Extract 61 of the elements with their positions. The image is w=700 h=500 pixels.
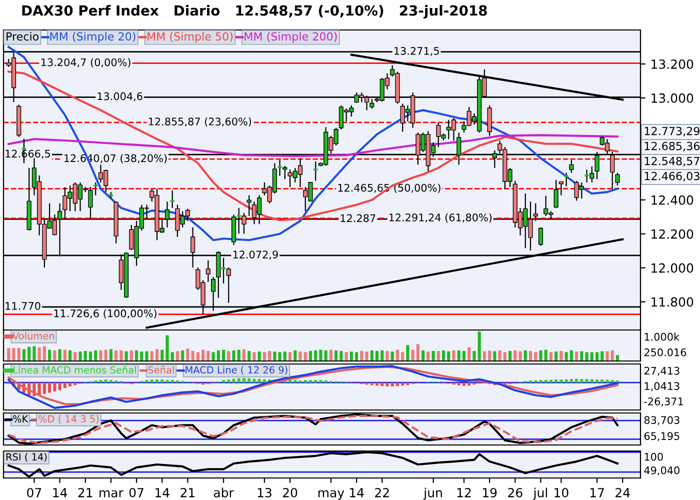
x-tick-label: 13 <box>258 488 272 498</box>
ref-line-label: 13.204,7 (0,00%) <box>41 58 130 68</box>
x-tick-label: 12 <box>457 488 471 498</box>
legend-label: %D ( 14 3 5) <box>38 415 99 424</box>
ref-line-label: 11.726,6 (100,00%) <box>54 309 156 319</box>
x-tick-label: may <box>318 490 344 500</box>
legend-title: Precio <box>6 32 39 41</box>
ref-line-label: 12.287 <box>340 214 376 222</box>
ref-line-label: 13.271,5 <box>394 46 439 56</box>
x-tick-label: 07 <box>129 488 144 498</box>
x-tick-label: 14 <box>156 488 170 498</box>
x-tick-label: 17 <box>590 488 604 498</box>
x-tick-label: 10 <box>554 488 568 498</box>
ref-line-label: 12.291,24 (61,80%) <box>389 213 492 223</box>
x-tick-label: mar <box>100 490 124 498</box>
ref-line-label: 12.072,9 <box>233 250 278 260</box>
x-tick-label: 07 <box>27 488 42 498</box>
legend-label: MM (Simple 200) <box>244 32 337 43</box>
legend-label: MM (Simple 20) <box>50 32 136 43</box>
x-tick-label: 14 <box>53 488 68 498</box>
x-tick-label: abr <box>214 488 234 498</box>
x-tick-label: jun <box>423 488 442 500</box>
x-tick-label: 19 <box>482 488 497 498</box>
legend-label: Señal <box>148 366 174 374</box>
text: 12.466,03 <box>644 172 700 182</box>
ref-line-label: 11.770 <box>6 302 40 310</box>
y-tick-label: 13.000 <box>652 93 694 103</box>
legend-label: Línea MACD menos Señal <box>13 366 136 374</box>
x-tick-label: 26 <box>508 488 522 498</box>
text: 65,195 <box>644 432 680 442</box>
text: 27,413 <box>644 366 680 376</box>
x-tick-label: 24 <box>616 488 630 498</box>
text: 250.016 <box>644 348 686 356</box>
text: 1.000k <box>644 332 680 341</box>
x-tick-label: 20 <box>282 488 298 498</box>
x-tick-label: 22 <box>375 488 389 498</box>
ref-line-label: 12.855,87 (23,60%) <box>148 117 252 127</box>
chart-title: DAX30 Perf Index Diario 12.548,57 (-0,10%) 23-jul-2018 <box>22 5 487 19</box>
text: 12.548,57 <box>644 156 700 166</box>
x-tick-label: 14 <box>350 488 364 498</box>
y-tick-label: 12.000 <box>652 263 694 273</box>
text: 100 <box>644 452 663 461</box>
legend-label: MACD Line ( 12 26 9) <box>186 366 288 375</box>
ref-line-label: 13.004,6 <box>98 92 142 102</box>
y-tick-label: 12.400 <box>652 195 694 205</box>
y-tick-label: 13.200 <box>652 59 694 69</box>
x-tick-label: 21 <box>180 488 194 498</box>
text: 12.685,36 <box>644 142 700 152</box>
text: 49,040 <box>644 466 680 476</box>
x-tick-label: jul <box>533 488 547 500</box>
text: 12.773,29 <box>644 126 700 136</box>
y-tick-label: 12.200 <box>652 229 694 239</box>
text: 83,703 <box>644 416 680 426</box>
x-tick-label: 21 <box>78 488 92 498</box>
text: 1,0413 <box>644 382 680 392</box>
legend-label: MM (Simple 50) <box>148 32 233 43</box>
series-label: RSI ( 14) <box>6 453 47 462</box>
legend-label: %K <box>13 415 28 423</box>
series-label: Volumen <box>12 332 54 340</box>
text: -26,371 <box>644 397 683 406</box>
y-tick-label: 11.800 <box>652 297 694 307</box>
